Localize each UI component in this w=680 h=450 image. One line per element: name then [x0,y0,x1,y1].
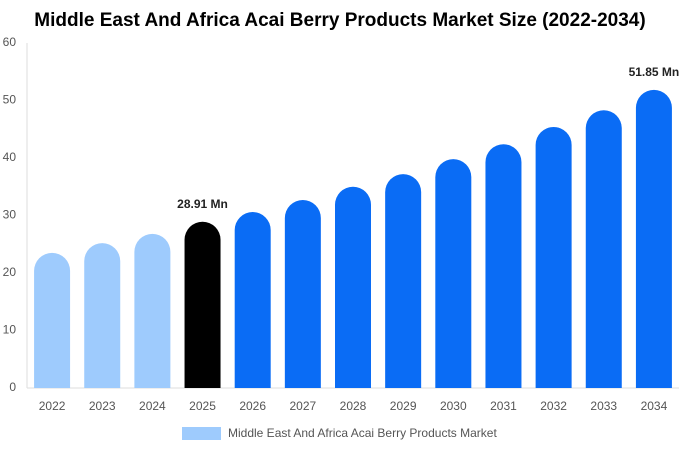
x-tick-label: 2024 [139,399,166,413]
bar [485,144,522,388]
y-tick-label: 20 [3,265,17,279]
y-tick-label: 40 [3,150,17,164]
value-label: 28.91 Mn [177,197,228,211]
x-tick-label: 2031 [490,399,517,413]
y-tick-label: 30 [3,208,17,222]
bar [84,243,121,388]
x-tick-label: 2030 [440,399,467,413]
x-tick-label: 2034 [641,399,668,413]
bar [184,221,221,388]
x-tick-label: 2026 [239,399,266,413]
y-tick-label: 50 [3,93,17,107]
x-tick-label: 2033 [590,399,617,413]
y-tick-label: 0 [9,380,16,394]
x-tick-label: 2032 [540,399,567,413]
x-tick-label: 2027 [289,399,316,413]
bar [535,126,572,389]
x-tick-label: 2022 [39,399,66,413]
x-tick-label: 2028 [340,399,367,413]
bar [34,252,71,388]
x-tick-label: 2025 [189,399,216,413]
y-tick-label: 60 [3,35,17,49]
chart-title: Middle East And Africa Acai Berry Produc… [34,10,645,31]
bar [385,174,422,388]
bar [134,233,171,388]
bar [585,110,622,388]
value-label: 51.85 Mn [629,65,680,79]
bar [635,89,672,388]
legend-swatch [182,427,221,440]
legend-label: Middle East And Africa Acai Berry Produc… [228,426,497,440]
bar [234,212,271,388]
x-tick-label: 2029 [390,399,417,413]
bar [284,199,321,388]
bar [335,186,371,388]
y-tick-label: 10 [3,323,17,337]
x-tick-label: 2023 [89,399,116,413]
bar [435,159,472,388]
